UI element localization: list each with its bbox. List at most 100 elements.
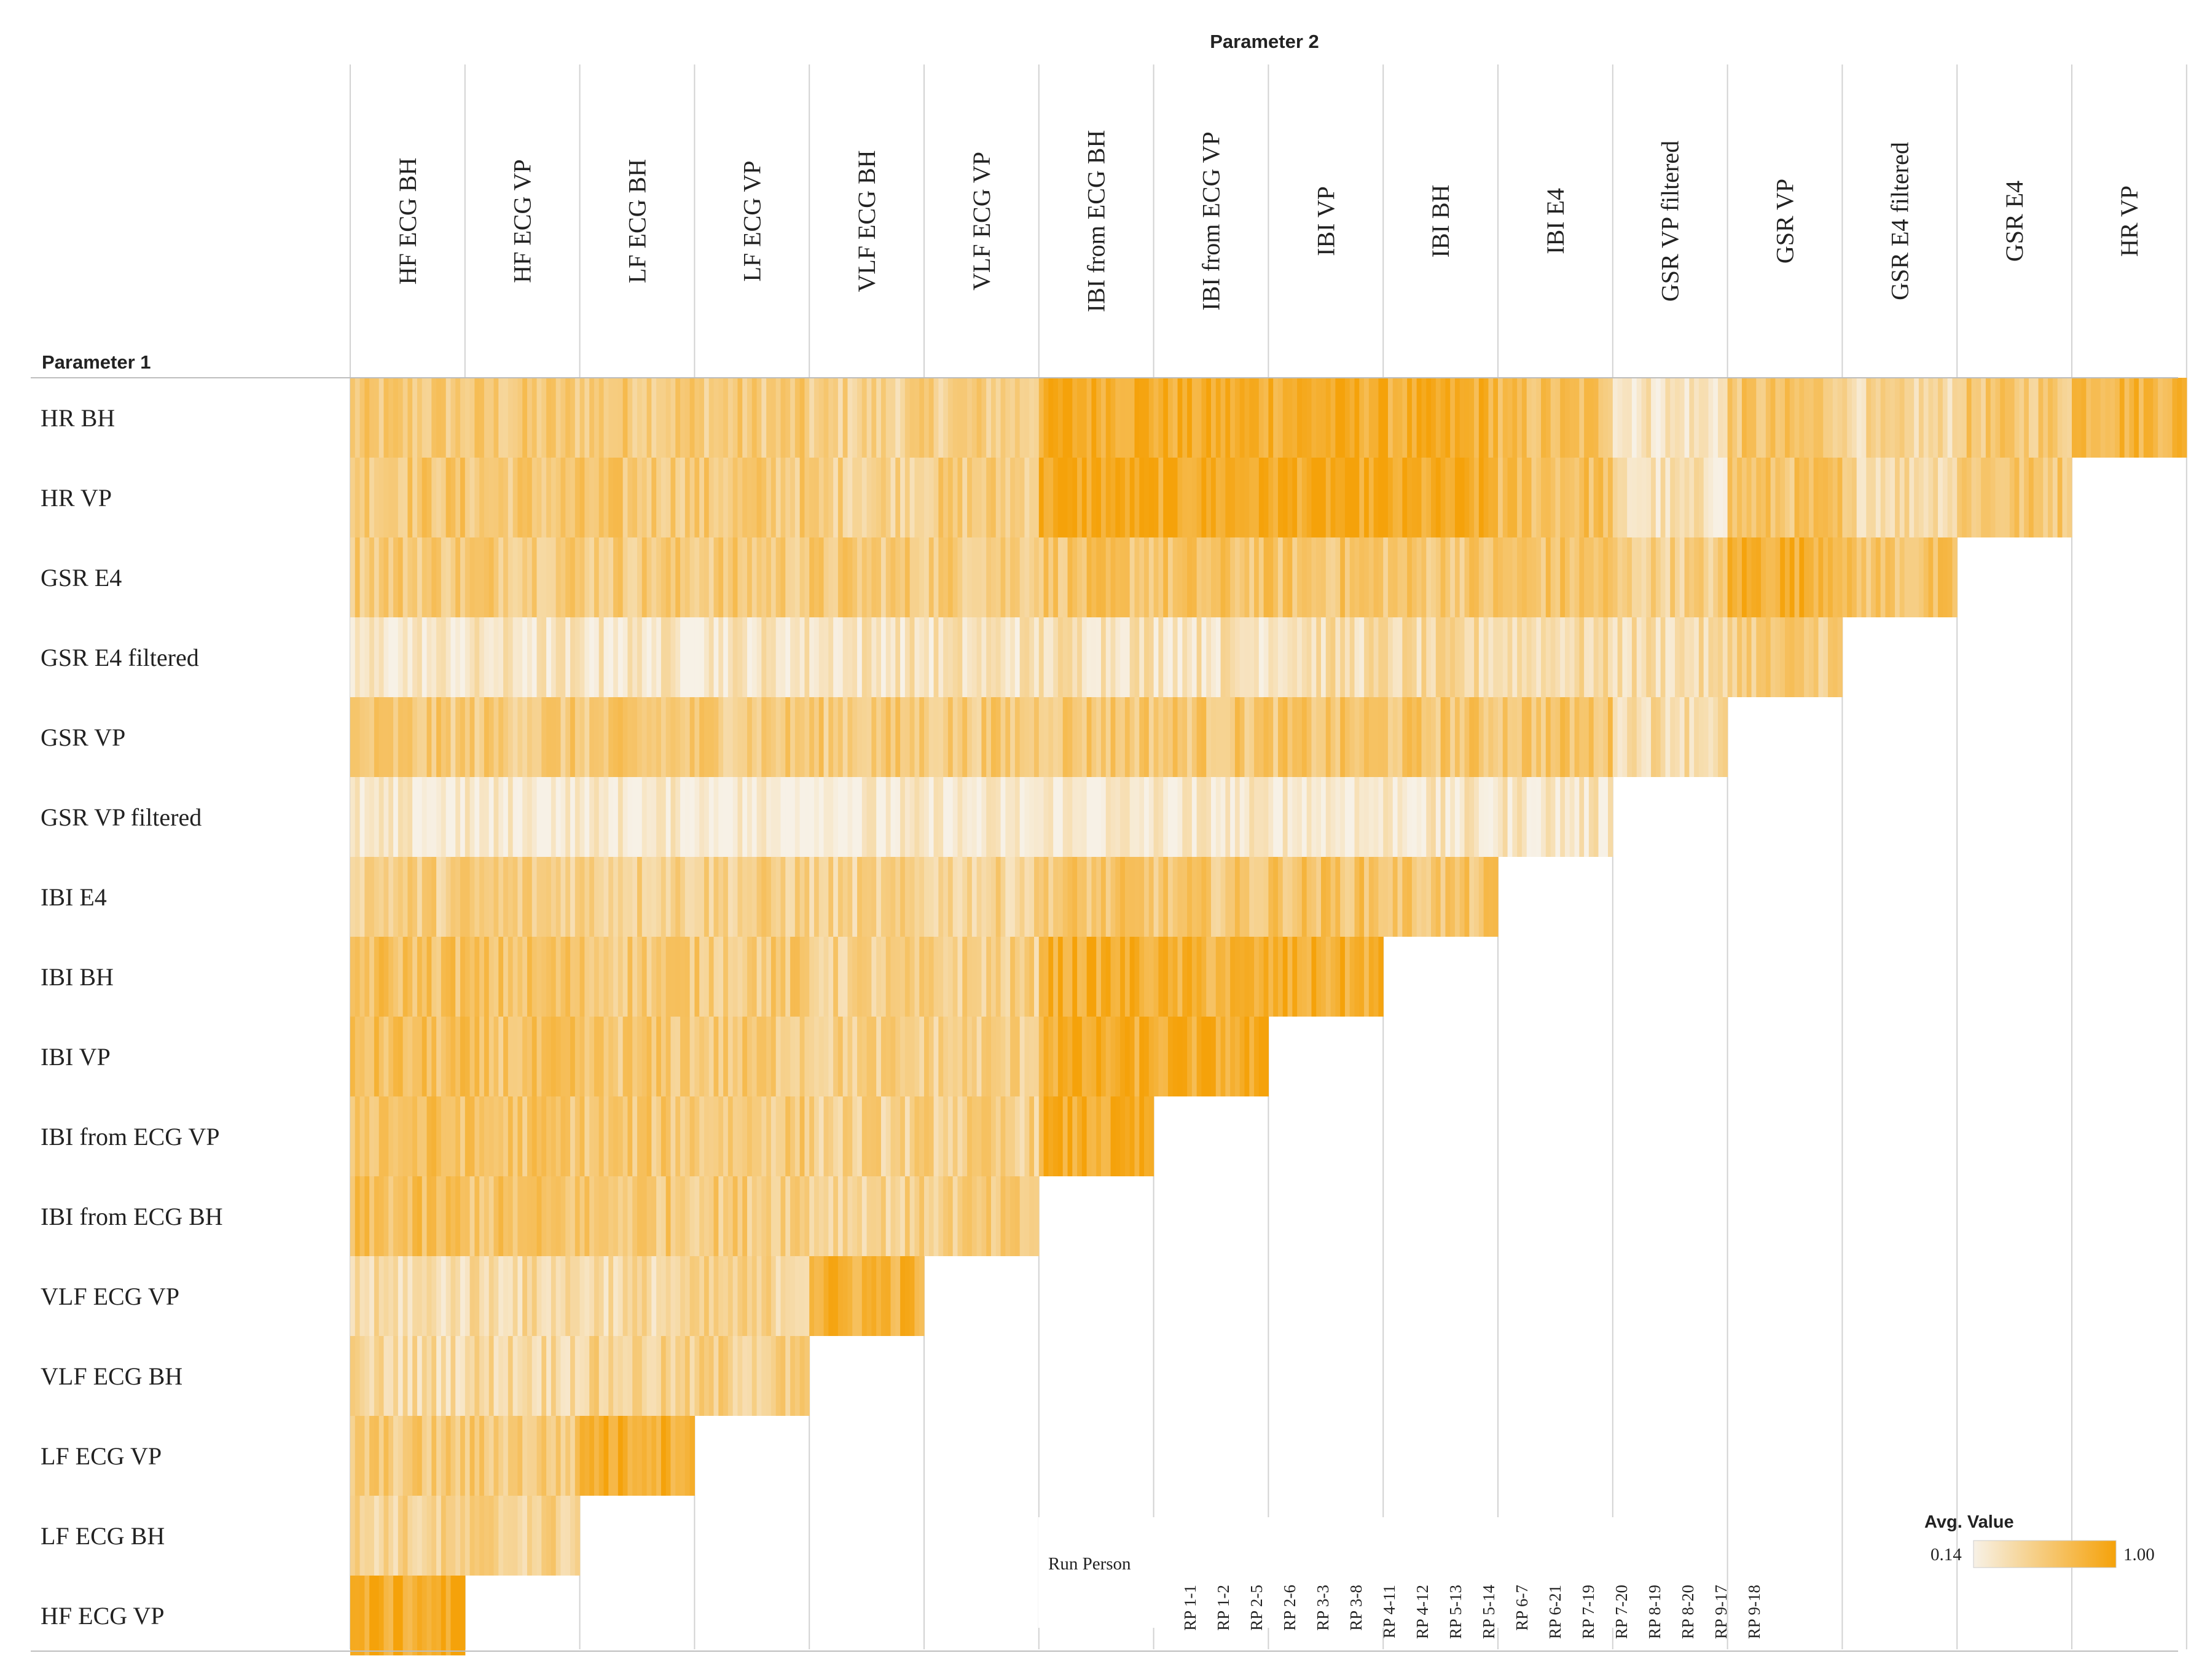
heatmap-stripe: [455, 857, 461, 937]
heatmap-stripe: [555, 1256, 562, 1336]
heatmap-stripe: [823, 1176, 829, 1256]
heatmap-stripe: [1703, 697, 1709, 777]
heatmap-stripe: [474, 1096, 480, 1176]
heatmap-stripe: [904, 857, 911, 937]
heatmap-stripe: [871, 458, 877, 537]
heatmap-cell: [694, 617, 810, 697]
heatmap-stripe: [488, 378, 495, 458]
heatmap-stripe: [732, 1336, 739, 1416]
heatmap-stripe: [708, 777, 715, 857]
heatmap-stripe: [699, 458, 705, 537]
heatmap-stripe: [1139, 697, 1145, 777]
heatmap-stripe: [1722, 378, 1728, 458]
heatmap-stripe: [598, 1256, 605, 1336]
heatmap-stripe: [1148, 697, 1154, 777]
heatmap-stripe: [880, 1017, 887, 1096]
heatmap-stripe: [1923, 378, 1929, 458]
heatmap-stripe: [1507, 697, 1513, 777]
heatmap-stripe: [967, 378, 973, 458]
heatmap-stripe: [445, 1496, 452, 1576]
heatmap-stripe: [952, 1176, 958, 1256]
heatmap-stripe: [1062, 1017, 1068, 1096]
heatmap-stripe: [1215, 458, 1221, 537]
heatmap-stripe: [1957, 378, 1962, 458]
heatmap-stripe: [646, 378, 652, 458]
heatmap-stripe: [1631, 378, 1637, 458]
heatmap-stripe: [393, 1256, 399, 1336]
heatmap-stripe: [1966, 378, 1972, 458]
heatmap-stripe: [1067, 1017, 1073, 1096]
heatmap-stripe: [885, 777, 892, 857]
heatmap-stripe: [355, 1496, 361, 1576]
heatmap-stripe: [1847, 537, 1852, 617]
heatmap-stripe: [350, 1336, 356, 1416]
heatmap-stripe: [737, 1096, 743, 1176]
heatmap-stripe: [1029, 777, 1035, 857]
heatmap-stripe: [517, 1017, 523, 1096]
heatmap-stripe: [445, 697, 452, 777]
heatmap-stripe: [374, 937, 380, 1017]
heatmap-stripe: [904, 697, 911, 777]
heatmap-stripe: [1163, 1017, 1169, 1096]
heatmap-stripe: [924, 777, 930, 857]
heatmap-stripe: [1335, 777, 1341, 857]
heatmap-stripe: [350, 1176, 356, 1256]
heatmap-stripe: [1564, 537, 1570, 617]
heatmap-stripe: [1785, 458, 1790, 537]
heatmap-stripe: [866, 857, 872, 937]
heatmap-stripe: [1789, 378, 1795, 458]
heatmap-stripe: [378, 537, 385, 617]
heatmap-stripe: [369, 537, 375, 617]
heatmap-stripe: [718, 937, 724, 1017]
heatmap-stripe: [598, 1176, 605, 1256]
heatmap-stripe: [369, 857, 375, 937]
heatmap-stripe: [1211, 697, 1217, 777]
heatmap-stripe: [1718, 537, 1723, 617]
heatmap-stripe: [1871, 458, 1876, 537]
heatmap-stripe: [594, 697, 600, 777]
heatmap-stripe: [551, 697, 557, 777]
heatmap-stripe: [761, 378, 767, 458]
heatmap-stripe: [1220, 537, 1226, 617]
heatmap-stripe: [445, 1176, 452, 1256]
heatmap-stripe: [555, 777, 562, 857]
heatmap-stripe: [565, 937, 571, 1017]
heatmap-stripe: [1785, 537, 1790, 617]
heatmap-stripe: [421, 777, 428, 857]
heatmap-stripe: [560, 1416, 566, 1496]
heatmap-stripe: [646, 1096, 652, 1176]
heatmap-stripe: [1167, 697, 1174, 777]
heatmap-stripe: [1622, 458, 1628, 537]
heatmap-stripe: [1823, 458, 1829, 537]
heatmap-stripe: [378, 1096, 385, 1176]
heatmap-stripe: [503, 1017, 509, 1096]
heatmap-stripe: [1201, 378, 1207, 458]
heatmap-stripe: [1335, 697, 1341, 777]
heatmap-stripe: [852, 458, 858, 537]
heatmap-stripe: [660, 1416, 667, 1496]
heatmap-stripe: [445, 1416, 452, 1496]
heatmap-stripe: [1560, 777, 1566, 857]
heatmap-stripe: [737, 1176, 743, 1256]
heatmap-stripe: [1115, 1096, 1121, 1176]
heatmap-stripe: [1373, 458, 1379, 537]
heatmap-stripe: [570, 378, 576, 458]
heatmap-stripe: [1555, 617, 1561, 697]
heatmap-stripe: [364, 1416, 370, 1496]
heatmap-stripe: [1325, 777, 1331, 857]
heatmap-stripe: [976, 378, 982, 458]
heatmap-stripe: [1651, 537, 1656, 617]
heatmap-stripe: [350, 617, 356, 697]
run-person-axis: Run Person RP 1-1 RP 1-2 RP 2-5 RP 2-6 RP 3-…: [1038, 1517, 1763, 1639]
heatmap-stripe: [627, 857, 633, 937]
heatmap-cell: [1727, 378, 1843, 458]
heatmap-stripe: [866, 777, 872, 857]
heatmap-stripe: [1153, 458, 1159, 537]
heatmap-stripe: [713, 1256, 719, 1336]
heatmap-stripe: [1359, 537, 1365, 617]
heatmap-stripe: [1464, 617, 1470, 697]
heatmap-stripe: [804, 1336, 810, 1416]
heatmap-stripe: [1029, 458, 1035, 537]
heatmap-stripe: [1641, 537, 1647, 617]
heatmap-stripe: [1316, 378, 1322, 458]
